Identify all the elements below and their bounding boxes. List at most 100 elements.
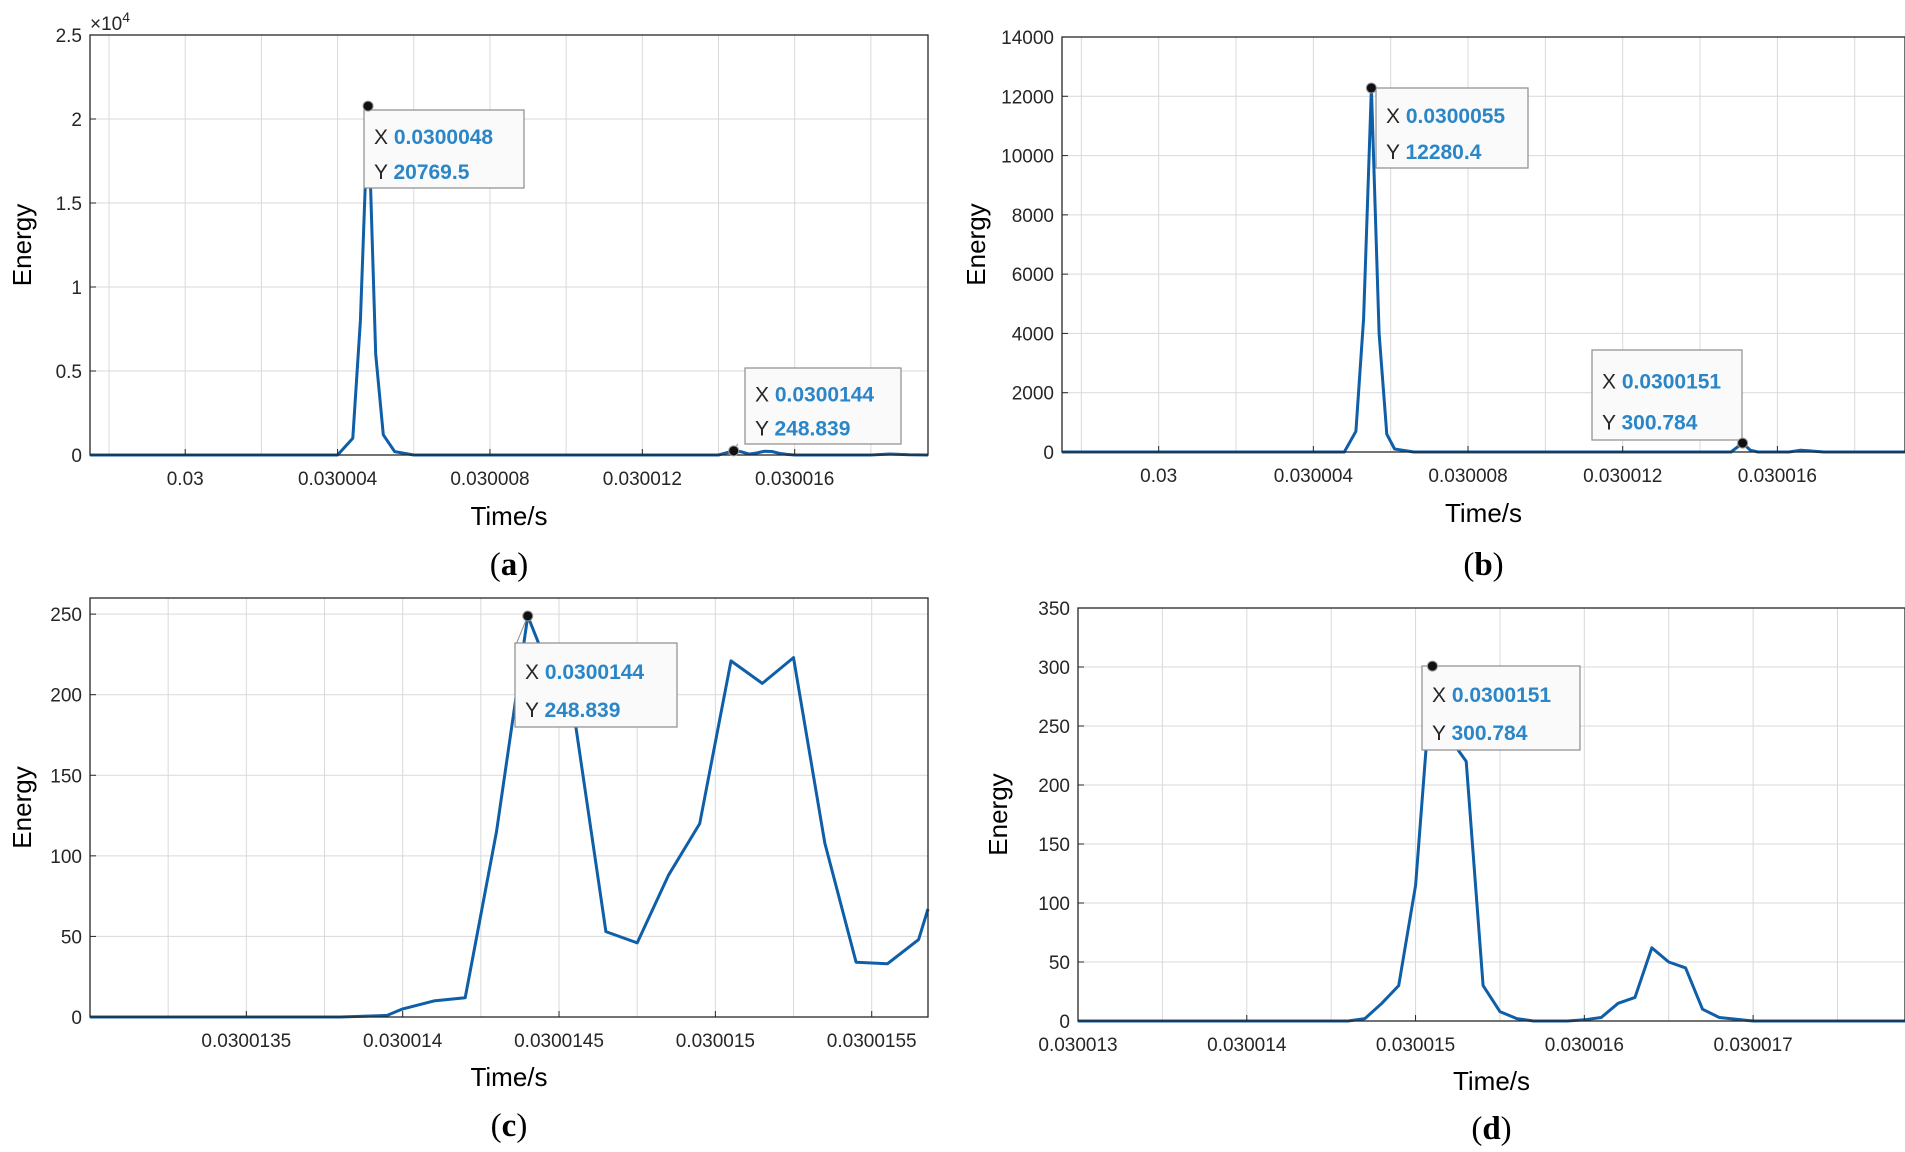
y-axis-label: Energy — [983, 773, 1013, 855]
x-tick-label: 0.030014 — [363, 1031, 443, 1052]
chart-panel-d: 0.030013 0.030014 0.030015 0.030016 0.030017… — [983, 599, 1905, 1147]
y-tick-label: 300 — [1038, 658, 1070, 679]
x-tick-label: 0.030017 — [1713, 1035, 1792, 1056]
panel-label: (b) — [1463, 547, 1503, 583]
y-tick-label: 2 — [71, 110, 82, 131]
datatip-x-value: 0.0300144 — [775, 383, 875, 406]
series-line-energy — [90, 614, 930, 1019]
x-tick-label: 0.030004 — [1274, 466, 1354, 487]
y-tick-label: 200 — [1038, 776, 1070, 797]
axes-frame — [89, 597, 929, 1018]
panel-label-open: ( — [1463, 547, 1474, 583]
datatip-y-row: Y 300.784 — [1602, 411, 1698, 434]
datatip-y-key: Y — [1386, 141, 1405, 164]
x-tick-label: 0.030016 — [1738, 466, 1817, 487]
x-tick-label: 0.030004 — [298, 469, 378, 490]
panel-label-letter: d — [1482, 1111, 1500, 1147]
x-axis-label: Time/s — [470, 501, 547, 531]
y-exponent-label: ×104 — [90, 9, 130, 35]
y-tick-label: 200 — [50, 686, 82, 707]
x-tick-label: 0.030008 — [450, 469, 529, 490]
x-tick-label: 0.030015 — [1376, 1035, 1455, 1056]
datatip-x-value: 0.0300055 — [1406, 105, 1506, 128]
datatip-box — [1421, 665, 1581, 751]
chart-panel-c: 0.0300135 0.030014 0.0300145 0.030015 0.0300… — [7, 597, 930, 1144]
datatip[interactable]: X 0.0300055 Y 12280.4 — [1365, 82, 1529, 169]
datatip-y-row: Y 248.839 — [525, 699, 620, 722]
datatip-marker[interactable] — [362, 100, 374, 112]
datatip-y-row: Y 248.839 — [755, 417, 850, 440]
datatip-y-row: Y 20769.5 — [374, 161, 470, 184]
y-tick-label: 1 — [71, 278, 82, 299]
x-tick-label: 0.030012 — [1583, 466, 1662, 487]
datatip-box — [514, 642, 678, 728]
x-tick-label: 0.030016 — [1545, 1035, 1624, 1056]
datatip-box — [744, 367, 902, 445]
y-tick-label: 2000 — [1012, 384, 1054, 405]
y-tick-label: 250 — [50, 605, 82, 626]
datatip-x-value: 0.0300151 — [1622, 370, 1722, 393]
datatip-marker[interactable] — [1737, 437, 1749, 449]
datatip-x-key: X — [1386, 105, 1406, 128]
panel-label: (d) — [1471, 1111, 1511, 1147]
datatip-box — [363, 109, 525, 189]
y-tick-label: 0 — [71, 446, 82, 467]
datatip-x-key: X — [1602, 370, 1622, 393]
chart-panel-a: 0.03 0.030004 0.030008 0.030012 0.030016 0 0.5… — [7, 9, 929, 583]
datatip-box — [1375, 87, 1529, 169]
y-tick-label: 12000 — [1001, 87, 1054, 108]
datatip-y-row: Y 12280.4 — [1386, 141, 1482, 164]
datatip-x-key: X — [1432, 684, 1452, 707]
y-tick-label: 250 — [1038, 717, 1070, 738]
datatip-x-key: X — [374, 126, 394, 149]
y-tick-label: 0 — [71, 1008, 82, 1029]
datatip-y-value: 248.839 — [774, 417, 850, 440]
datatip-marker[interactable] — [522, 610, 534, 622]
x-tick-label: 0.0300135 — [201, 1031, 291, 1052]
datatip-x-row: X 0.0300144 — [755, 383, 874, 406]
y-tick-label: 1.5 — [56, 194, 82, 215]
panel-label-close: ) — [1493, 547, 1504, 583]
datatip-y-row: Y 300.784 — [1432, 722, 1528, 745]
plot-area — [90, 598, 928, 1017]
y-tick-label: 100 — [50, 847, 82, 868]
datatip-x-key: X — [755, 383, 775, 406]
datatip-y-value: 20769.5 — [393, 161, 469, 184]
panel-label-letter: c — [502, 1108, 517, 1144]
x-tick-label: 0.030012 — [603, 469, 682, 490]
datatip-marker[interactable] — [1365, 82, 1377, 94]
datatip-y-key: Y — [755, 417, 774, 440]
panel-label: (a) — [490, 547, 529, 583]
x-tick-label: 0.0300155 — [827, 1031, 917, 1052]
datatip-y-value: 248.839 — [544, 699, 620, 722]
datatip[interactable]: X 0.0300144 Y 248.839 — [514, 610, 678, 728]
axes-frame — [1077, 607, 1905, 1022]
x-tick-label: 0.0300145 — [514, 1031, 604, 1052]
y-tick-label: 6000 — [1012, 265, 1054, 286]
y-tick-label: 0.5 — [56, 362, 82, 383]
y-tick-label: 2.5 — [56, 26, 82, 47]
y-tick-label: 14000 — [1001, 28, 1054, 49]
panel-label-close: ) — [516, 1108, 527, 1144]
datatip-y-key: Y — [374, 161, 393, 184]
panel-label-open: ( — [490, 547, 501, 583]
x-tick-label: 0.030016 — [755, 469, 834, 490]
x-tick-label: 0.030013 — [1038, 1035, 1117, 1056]
datatip-y-key: Y — [1602, 411, 1621, 434]
datatip[interactable]: X 0.0300151 Y 300.784 — [1591, 349, 1749, 449]
y-tick-label: 150 — [50, 766, 82, 787]
y-tick-label: 10000 — [1001, 147, 1054, 168]
axes-frame — [1061, 36, 1905, 453]
y-exponent-power: 4 — [122, 9, 130, 25]
datatip-marker[interactable] — [728, 445, 740, 457]
datatip-x-value: 0.0300144 — [545, 661, 645, 684]
datatip-marker[interactable] — [1426, 660, 1438, 672]
datatip-x-row: X 0.0300144 — [525, 661, 644, 684]
y-axis-label: Energy — [961, 203, 991, 285]
panel-label-close: ) — [517, 547, 528, 583]
datatip-connector — [514, 615, 529, 648]
